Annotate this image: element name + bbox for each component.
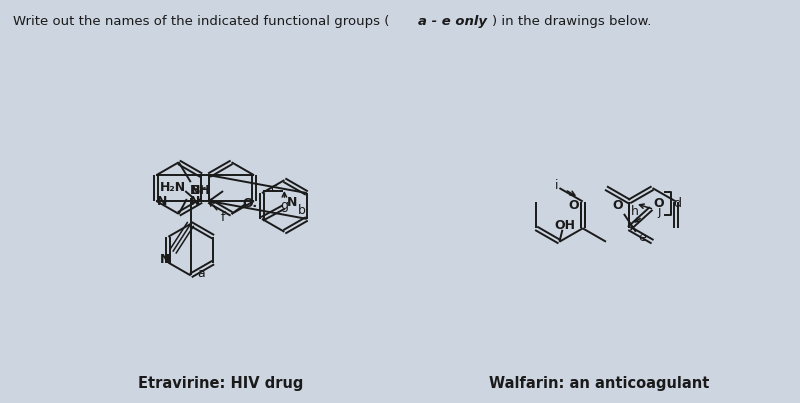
- Text: N: N: [190, 195, 201, 208]
- Text: Br: Br: [191, 184, 206, 197]
- Text: Walfarin: an anticoagulant: Walfarin: an anticoagulant: [489, 376, 710, 391]
- Text: Etravirine: HIV drug: Etravirine: HIV drug: [138, 376, 303, 391]
- Text: e: e: [638, 231, 646, 244]
- Text: N: N: [160, 253, 170, 266]
- Text: N: N: [157, 195, 167, 208]
- Text: ) in the drawings below.: ) in the drawings below.: [492, 15, 651, 28]
- Text: NH: NH: [190, 184, 211, 197]
- Text: OH: OH: [554, 219, 575, 233]
- Text: O: O: [613, 199, 623, 212]
- Text: j: j: [658, 205, 661, 218]
- Text: d: d: [673, 197, 681, 210]
- Text: a: a: [197, 267, 205, 280]
- Text: c: c: [270, 182, 277, 195]
- Text: O: O: [654, 197, 665, 210]
- Text: N: N: [286, 197, 297, 210]
- Text: b: b: [298, 204, 306, 218]
- Text: O.: O.: [242, 197, 257, 210]
- Text: g: g: [280, 199, 288, 212]
- Text: H₂N: H₂N: [160, 181, 186, 193]
- Text: f: f: [220, 212, 225, 224]
- Text: O: O: [568, 199, 578, 212]
- Text: a - e only: a - e only: [418, 15, 487, 28]
- Text: i: i: [555, 179, 558, 192]
- Text: h: h: [630, 206, 638, 218]
- Text: Write out the names of the indicated functional groups (: Write out the names of the indicated fun…: [14, 15, 390, 28]
